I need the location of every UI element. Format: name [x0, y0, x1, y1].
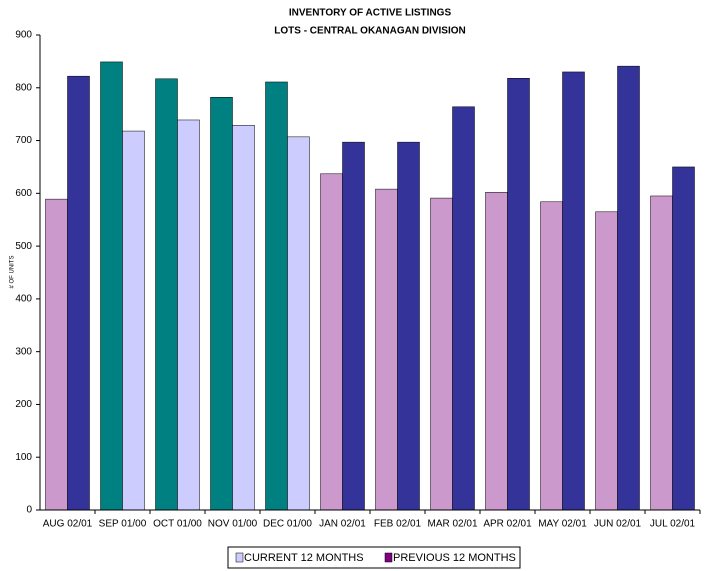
chart-subtitle: LOTS - CENTRAL OKANAGAN DIVISION: [274, 26, 465, 37]
bar: [265, 81, 288, 511]
x-tick-label: JUN 02/01: [594, 519, 642, 530]
legend-label: PREVIOUS 12 MONTHS: [393, 552, 516, 564]
bar: [617, 65, 640, 511]
bar: [485, 192, 508, 511]
x-tick-label: OCT 01/00: [153, 519, 202, 530]
y-tick-label: 400: [15, 294, 32, 305]
bar: [562, 71, 585, 511]
y-tick-label: 300: [15, 346, 32, 357]
legend-swatch: [235, 552, 244, 563]
x-tick-label: NOV 01/00: [208, 519, 258, 530]
bar: [595, 211, 618, 511]
bar: [342, 141, 365, 511]
y-tick-label: 700: [15, 135, 32, 146]
legend-label: CURRENT 12 MONTHS: [244, 552, 364, 564]
x-tick-label: MAY 02/01: [538, 519, 587, 530]
bar: [100, 61, 123, 511]
bar: [672, 166, 695, 511]
y-tick-label: 500: [15, 241, 32, 252]
y-tick-label: 600: [15, 188, 32, 199]
y-tick-label: 0: [26, 505, 32, 516]
bar: [287, 136, 310, 511]
y-axis-label: # OF UNITS: [10, 255, 16, 288]
y-tick-label: 900: [15, 30, 32, 41]
bar: [232, 125, 255, 511]
x-tick-label: JAN 02/01: [319, 519, 366, 530]
bar: [210, 97, 233, 511]
x-tick-label: MAR 02/01: [427, 519, 477, 530]
y-tick-label: 200: [15, 399, 32, 410]
y-tick-label: 800: [15, 82, 32, 93]
x-tick-label: JUL 02/01: [650, 519, 696, 530]
bar: [45, 198, 68, 511]
bar: [650, 195, 673, 511]
bar: [177, 119, 200, 511]
bar: [397, 141, 420, 511]
bar: [540, 201, 563, 511]
x-tick-label: FEB 02/01: [374, 519, 422, 530]
legend-box: [227, 546, 521, 569]
bar: [122, 130, 145, 511]
bar: [155, 78, 178, 511]
bar: [452, 106, 475, 511]
x-tick-label: SEP 01/00: [99, 519, 147, 530]
bar: [67, 75, 90, 511]
x-tick-label: DEC 01/00: [263, 519, 312, 530]
chart-title: INVENTORY OF ACTIVE LISTINGS: [289, 8, 452, 19]
x-tick-label: AUG 02/01: [43, 519, 93, 530]
legend-swatch: [384, 552, 393, 563]
x-tick-label: APR 02/01: [483, 519, 532, 530]
bar: [375, 188, 398, 511]
bar: [430, 197, 453, 511]
bar: [320, 173, 343, 511]
y-tick-label: 100: [15, 452, 32, 463]
bar: [507, 78, 530, 511]
